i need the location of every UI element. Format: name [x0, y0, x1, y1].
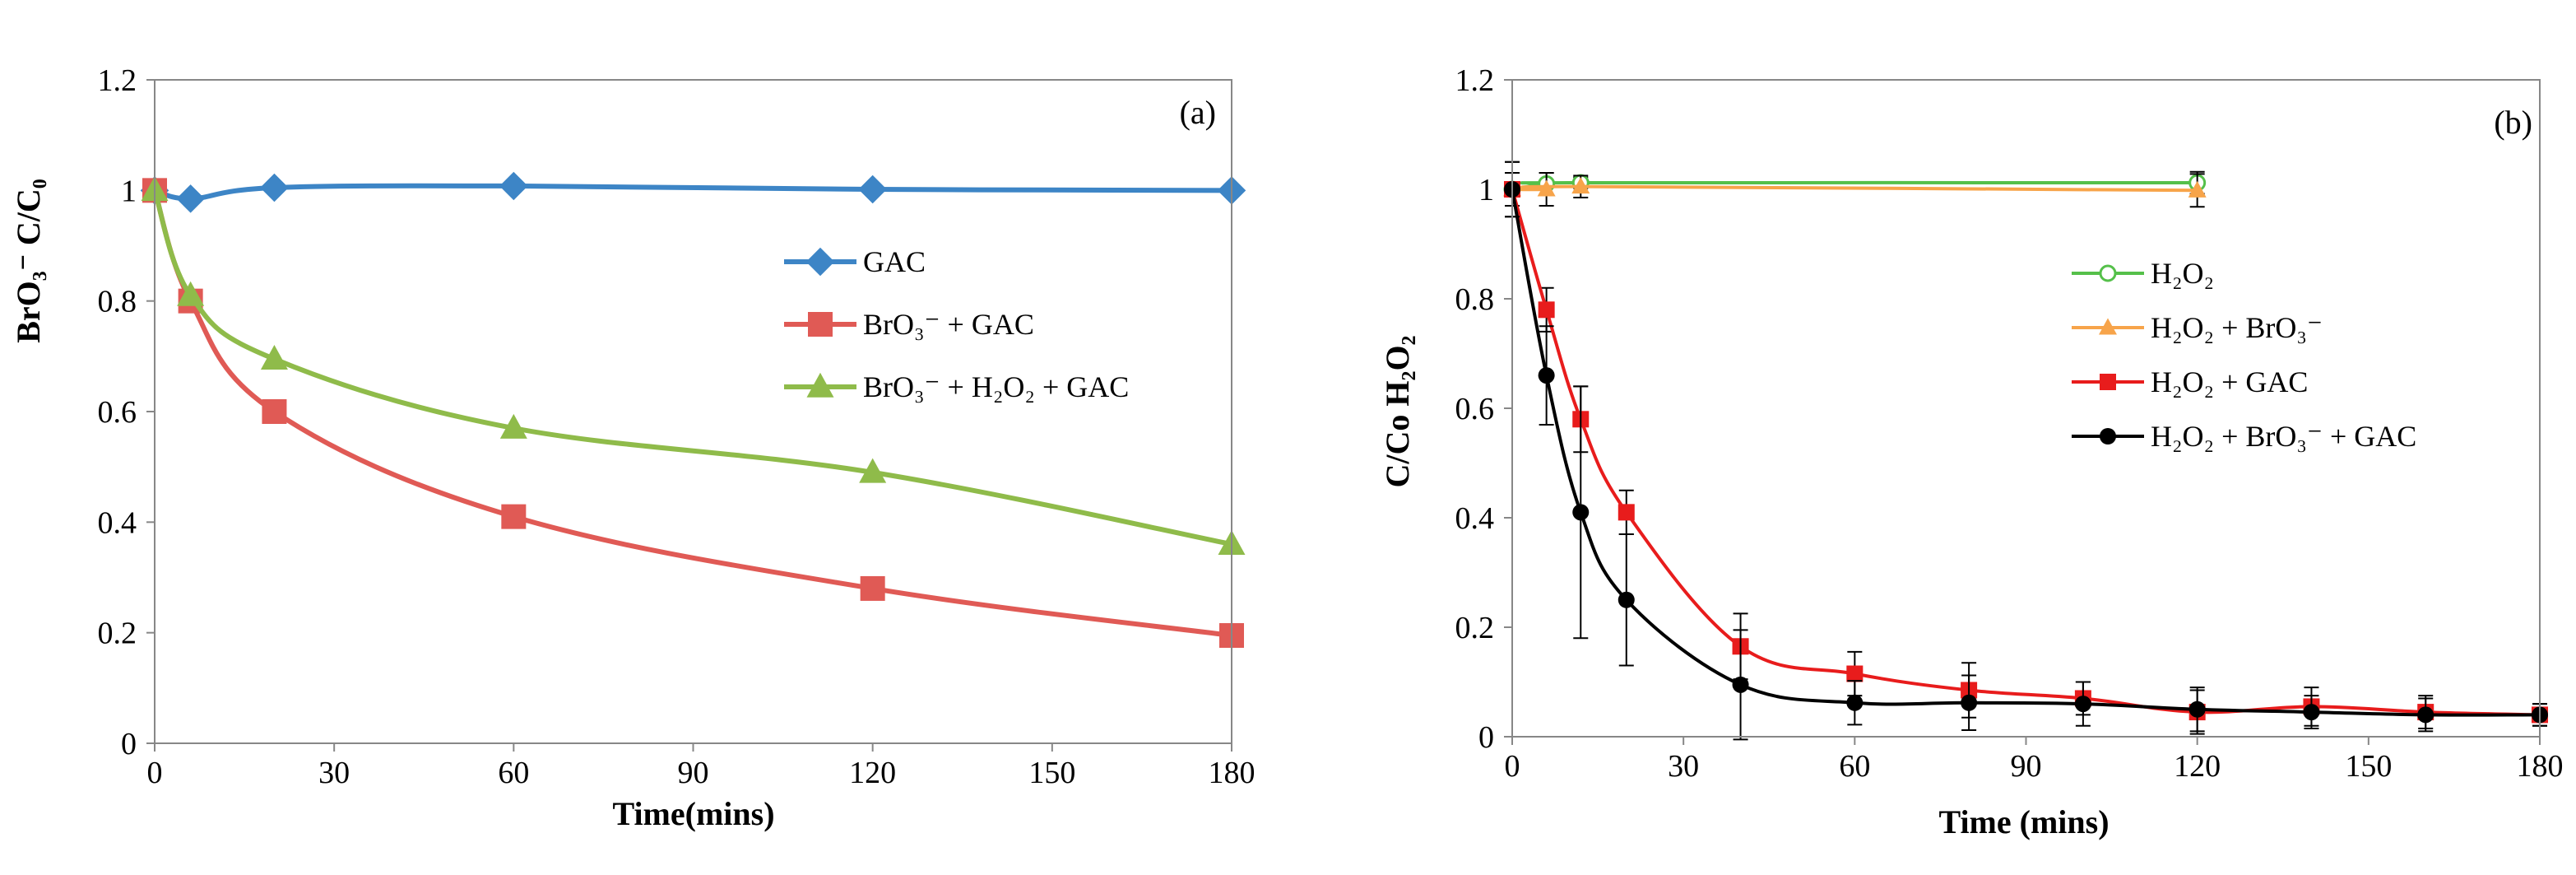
- legend-label: H₂O₂: [2151, 257, 2214, 290]
- data-point: [2188, 700, 2206, 718]
- data-point: [260, 344, 288, 370]
- legend-marker: [2099, 264, 2117, 282]
- y-tick-label: 0.8: [98, 285, 137, 319]
- x-tick-label: 30: [1668, 749, 1699, 784]
- series-a-1: [142, 178, 1244, 649]
- data-point: [499, 171, 528, 201]
- data-point: [1571, 177, 1590, 194]
- legend-item: H₂O₂ + BrO₃⁻: [2072, 311, 2323, 344]
- data-point: [1618, 504, 1635, 521]
- x-tick-label: 60: [1839, 749, 1870, 784]
- x-tick-label: 150: [1028, 756, 1075, 790]
- data-point: [262, 399, 287, 424]
- y-tick-label: 0.6: [98, 395, 137, 430]
- data-point: [177, 281, 205, 306]
- legend-item: H₂O₂ + BrO₃⁻ + GAC: [2072, 420, 2416, 453]
- x-tick-label: 180: [1209, 756, 1256, 790]
- data-point: [260, 173, 289, 202]
- y-tick-label: 1.2: [1455, 63, 1495, 98]
- legend-item: GAC: [784, 245, 926, 278]
- panel-b: C/Co H₂O₂ Time (mins) (b) 0 0.2 0.4 0.6 0.8 1…: [1379, 63, 2564, 840]
- legend-item: H₂O₂ + GAC: [2072, 365, 2308, 398]
- y-tick-label: 0: [1478, 720, 1494, 755]
- series-line: [152, 189, 1232, 547]
- legend-marker: [2099, 318, 2117, 335]
- x-tick-label: 30: [318, 756, 350, 790]
- legend-label: BrO₃⁻ + H₂O₂ + GAC: [863, 370, 1129, 403]
- panel-label-b: (b): [2494, 104, 2532, 141]
- y-tick-label: 0.2: [1455, 611, 1495, 645]
- legend-marker: [806, 372, 834, 398]
- legend-marker: [805, 247, 835, 277]
- legend-label: H₂O₂ + BrO₃⁻: [2151, 311, 2323, 344]
- panel-a: BrO₃⁻ C/C₀ Time(mins) (a) 0 0.2 0.4 0.6 0.8 1…: [10, 63, 1256, 832]
- data-point: [859, 458, 887, 483]
- legend-item: BrO₃⁻ + H₂O₂ + GAC: [784, 370, 1129, 403]
- x-tick-label: 0: [1505, 749, 1520, 784]
- y-axis-label-b: C/Co H₂O₂: [1379, 335, 1416, 487]
- legend-marker: [2100, 428, 2116, 444]
- series-line: [154, 183, 1232, 202]
- y-tick-label: 0.2: [98, 617, 137, 651]
- x-tick-label: 150: [2345, 749, 2392, 784]
- plot-border-a: [154, 79, 1232, 744]
- data-point: [1538, 301, 1555, 319]
- data-point: [2303, 704, 2320, 721]
- data-point: [1618, 591, 1635, 608]
- data-point: [1846, 694, 1864, 711]
- data-point: [858, 175, 887, 204]
- y-tick-label: 0: [121, 727, 137, 761]
- data-point: [1538, 367, 1555, 384]
- y-tick-label: 1: [121, 174, 137, 208]
- series-line: [152, 189, 1232, 638]
- series-line: [1511, 184, 2198, 193]
- x-axis-label-b: Time (mins): [1938, 803, 2109, 840]
- legend-label: H₂O₂ + GAC: [2151, 365, 2308, 398]
- series-b-1: [1503, 172, 2207, 208]
- x-tick-label: 0: [147, 756, 163, 790]
- legend-marker: [808, 312, 833, 337]
- data-point: [501, 504, 527, 529]
- y-tick-label: 1.2: [98, 63, 137, 98]
- y-tick-label: 0.4: [1455, 501, 1495, 536]
- x-tick-label: 120: [2174, 749, 2221, 784]
- data-point: [499, 413, 527, 439]
- data-point: [176, 184, 205, 213]
- y-tick-label: 1: [1478, 173, 1494, 207]
- data-point: [1537, 179, 1556, 197]
- y-tick-label: 0.8: [1455, 282, 1495, 317]
- y-tick-label: 0.4: [98, 505, 137, 540]
- series-a-2: [141, 176, 1246, 555]
- x-tick-label: 120: [849, 756, 896, 790]
- x-tick-label: 180: [2517, 749, 2564, 784]
- series-a-0: [140, 171, 1246, 213]
- data-point: [1846, 665, 1864, 682]
- legend-label: BrO₃⁻ + GAC: [863, 308, 1034, 341]
- legend-marker: [2100, 374, 2116, 390]
- y-tick-label: 0.6: [1455, 392, 1495, 426]
- legend-item: BrO₃⁻ + GAC: [784, 308, 1034, 341]
- x-tick-label: 60: [498, 756, 529, 790]
- data-point: [2188, 180, 2207, 198]
- data-point: [1732, 676, 1749, 693]
- legend-item: H₂O₂: [2072, 257, 2214, 290]
- data-point: [1572, 504, 1590, 521]
- panel-label-a: (a): [1180, 94, 1216, 131]
- legend-label: H₂O₂ + BrO₃⁻ + GAC: [2151, 420, 2416, 453]
- data-point: [2417, 706, 2434, 724]
- x-tick-label: 90: [2011, 749, 2042, 784]
- legend-label: GAC: [863, 245, 926, 278]
- plot-border-b: [1511, 79, 2541, 738]
- x-tick-label: 90: [678, 756, 709, 790]
- data-point: [1961, 694, 1978, 711]
- y-axis-label-a: BrO₃⁻ C/C₀: [10, 179, 47, 343]
- x-axis-label-a: Time(mins): [612, 795, 774, 832]
- data-point: [860, 575, 885, 601]
- data-point: [2074, 696, 2091, 713]
